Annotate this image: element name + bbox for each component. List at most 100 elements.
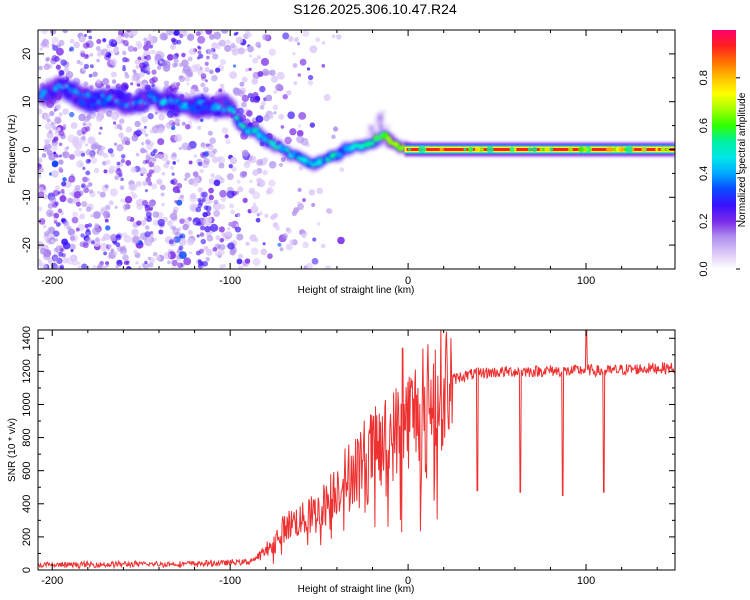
noise-streak: [59, 247, 64, 252]
noise-speckle: [131, 134, 139, 142]
noise-speckle: [43, 113, 51, 120]
noise-speckle: [70, 249, 74, 253]
noise-speckle: [257, 44, 262, 49]
noise-speckle: [205, 248, 213, 256]
noise-speckle: [293, 81, 298, 86]
noise-speckle: [250, 247, 259, 256]
noise-speckle: [224, 44, 232, 52]
noise-speckle: [245, 31, 252, 38]
noise-speckle: [156, 65, 162, 70]
noise-speckle: [299, 58, 307, 66]
noise-speckle: [84, 237, 92, 244]
noise-speckle: [186, 82, 190, 86]
noise-streak: [59, 70, 65, 76]
noise-speckle: [120, 198, 125, 203]
noise-speckle: [96, 38, 102, 45]
noise-speckle: [163, 251, 171, 260]
ridge-core-blob: [111, 93, 116, 98]
ridge-core-blob: [286, 149, 290, 153]
noise-speckle: [187, 72, 194, 78]
steady-band-knot: [606, 146, 613, 153]
noise-streak: [120, 154, 126, 159]
noise-speckle: [189, 194, 198, 203]
noise-streak: [86, 114, 92, 120]
noise-streak: [197, 50, 202, 55]
noise-speckle: [213, 199, 219, 205]
noise-speckle: [140, 141, 145, 146]
noise-speckle: [226, 190, 235, 199]
noise-speckle: [101, 265, 107, 269]
noise-speckle: [75, 201, 81, 207]
noise-speckle: [48, 226, 56, 234]
noise-streak: [116, 123, 123, 129]
noise-speckle: [247, 45, 254, 53]
noise-speckle: [114, 175, 120, 181]
noise-speckle: [316, 187, 323, 195]
noise-speckle: [286, 227, 292, 234]
noise-speckle: [309, 45, 318, 54]
noise-streak: [81, 183, 86, 188]
spectrogram-x-label: Height of straight line (km): [298, 285, 415, 296]
noise-speckle: [241, 101, 247, 108]
noise-speckle: [116, 144, 124, 152]
noise-streak: [206, 55, 210, 60]
noise-speckle: [265, 94, 273, 102]
noise-speckle: [252, 169, 259, 176]
noise-speckle: [187, 230, 193, 236]
steady-band-knot: [655, 147, 659, 152]
noise-speckle: [236, 179, 241, 184]
noise-speckle: [212, 156, 219, 164]
noise-speckle: [256, 55, 262, 60]
noise-streak: [144, 260, 148, 265]
noise-speckle: [234, 226, 242, 233]
noise-speckle: [109, 58, 118, 66]
noise-speckle: [169, 212, 178, 221]
noise-speckle: [96, 52, 102, 58]
noise-streak: [205, 143, 210, 147]
noise-speckle: [116, 259, 123, 267]
noise-streak: [142, 61, 150, 68]
steady-band-knot: [618, 146, 625, 153]
noise-streak: [151, 69, 157, 75]
noise-speckle: [141, 116, 148, 123]
noise-speckle: [184, 124, 191, 130]
noise-speckle: [181, 142, 190, 151]
noise-speckle: [136, 203, 144, 211]
noise-speckle: [161, 202, 165, 207]
noise-streak: [60, 59, 67, 66]
ridge-core-blob: [371, 142, 375, 147]
y-tick-label: 20: [21, 48, 33, 60]
noise-streak: [144, 66, 150, 72]
noise-speckle: [118, 132, 124, 138]
noise-speckle: [268, 48, 277, 56]
ridge-tail-speckle: [378, 115, 384, 122]
noise-speckle: [236, 258, 243, 265]
noise-streak: [171, 259, 178, 267]
noise-streak: [178, 245, 184, 251]
noise-speckle: [56, 127, 61, 132]
noise-speckle: [227, 227, 231, 231]
noise-speckle: [186, 237, 195, 246]
noise-speckle: [188, 120, 192, 125]
noise-speckle: [261, 68, 270, 77]
noise-speckle: [159, 60, 163, 64]
noise-speckle: [134, 59, 140, 65]
ridge-core-blob: [236, 118, 241, 123]
noise-speckle: [155, 124, 159, 129]
noise-streak: [168, 239, 174, 245]
colorbar-tick-label: 0.0: [698, 261, 710, 276]
noise-speckle: [221, 127, 229, 134]
ridge-core-blob: [114, 99, 119, 104]
noise-speckle: [176, 189, 181, 194]
noise-speckle: [73, 191, 82, 199]
noise-streak: [178, 146, 182, 151]
noise-speckle: [96, 79, 101, 84]
noise-speckle: [243, 48, 247, 52]
noise-speckle: [174, 118, 181, 124]
y-tick-label: -10: [21, 189, 33, 205]
noise-streak: [179, 234, 183, 239]
noise-speckle: [209, 223, 219, 232]
ridge-core-blob: [190, 107, 198, 114]
noise-speckle: [44, 122, 52, 130]
noise-speckle: [243, 161, 251, 169]
